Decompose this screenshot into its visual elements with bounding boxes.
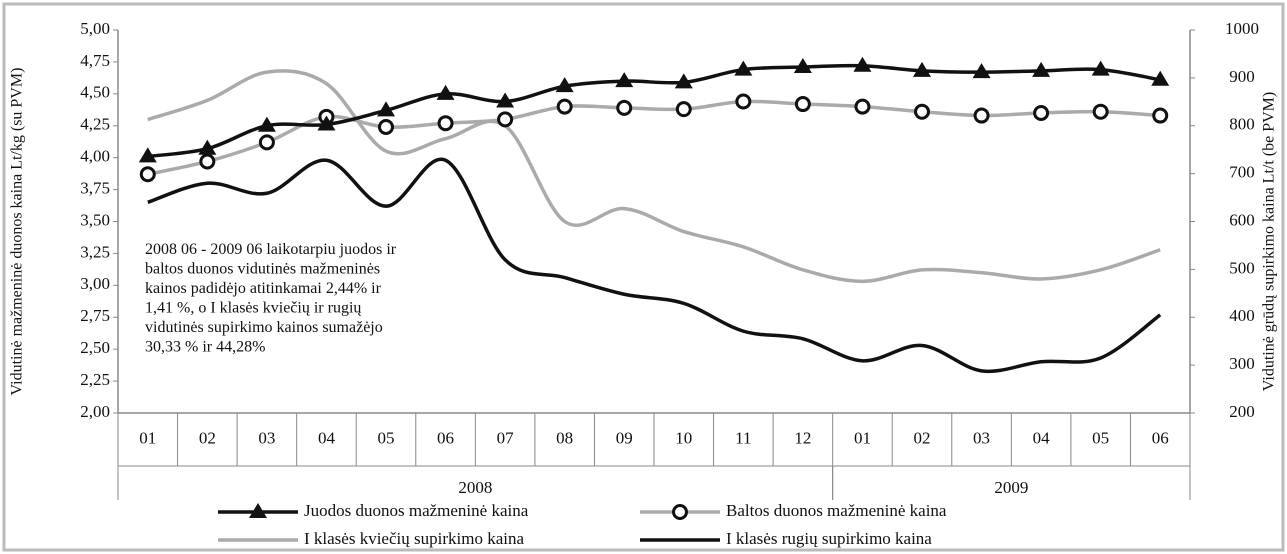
x-tick-label: 03 <box>973 428 990 447</box>
triangle-marker <box>317 115 336 131</box>
triangle-marker <box>1032 61 1051 77</box>
circle-marker <box>1033 104 1050 121</box>
group-label: 2008 <box>458 478 492 497</box>
legend-marker <box>672 504 688 520</box>
y-tick-label: 3,50 <box>80 210 110 229</box>
annotation-line: baltos duonos vidutinės mažmeninės <box>145 260 380 277</box>
x-tick-label: 05 <box>1092 428 1109 447</box>
triangle-marker <box>972 63 991 79</box>
circle-marker <box>735 93 752 110</box>
triangle-marker <box>1091 60 1110 76</box>
annotation-line: 2008 06 - 2009 06 laikotarpiu juodos ir <box>145 241 397 258</box>
circle-marker <box>1152 107 1169 124</box>
y-tick-label: 2,25 <box>80 370 110 389</box>
x-tick-label: 04 <box>318 428 336 447</box>
circle-marker <box>973 107 990 124</box>
y2-tick-label: 700 <box>1229 163 1255 182</box>
legend-marker <box>249 503 267 518</box>
legend-label: Baltos duonos mažmeninė kaina <box>726 501 947 520</box>
triangle-marker <box>615 72 634 88</box>
legend-label: I klasės rugių supirkimo kaina <box>726 529 932 548</box>
triangle-marker <box>1151 70 1170 86</box>
circle-marker <box>437 115 454 132</box>
x-tick-label: 06 <box>1152 428 1169 447</box>
y2-tick-label: 1000 <box>1225 19 1259 38</box>
x-tick-label: 06 <box>437 428 454 447</box>
triangle-marker <box>257 116 276 132</box>
y-axis-label: Vidutinė mažmeninė duonos kaina Lt/kg (s… <box>9 68 26 396</box>
x-tick-label: 04 <box>1033 428 1051 447</box>
legend-label: Juodos duonos mažmeninė kaina <box>304 501 529 520</box>
series-line <box>147 157 1162 374</box>
y-tick-label: 2,50 <box>80 338 110 357</box>
triangle-marker <box>913 61 931 77</box>
x-tick-label: 07 <box>497 428 515 447</box>
x-tick-label: 12 <box>794 428 811 447</box>
circle-marker <box>497 111 514 128</box>
y2-tick-label: 900 <box>1229 67 1255 86</box>
circle-marker <box>556 98 573 115</box>
series-line <box>147 69 1161 284</box>
triangle-marker <box>734 60 753 76</box>
x-tick-label: 08 <box>556 428 573 447</box>
triangle-marker <box>496 92 515 108</box>
y2-tick-label: 200 <box>1229 402 1255 421</box>
legend-label: I klasės kviečių supirkimo kaina <box>304 529 524 548</box>
y-tick-label: 2,00 <box>80 402 110 421</box>
x-tick-label: 01 <box>854 428 871 447</box>
x-tick-label: 01 <box>139 428 156 447</box>
circle-marker <box>378 119 394 136</box>
circle-marker <box>854 98 871 115</box>
circle-marker <box>1092 103 1109 120</box>
annotation-line: 1,41 %, o I klasės kviečių ir rugių <box>145 299 362 316</box>
triangle-marker <box>198 139 217 155</box>
group-label: 2009 <box>994 478 1028 497</box>
circle-marker <box>794 96 811 113</box>
series-line <box>147 63 1161 159</box>
annotation-line: 30,33 % ir 44,28% <box>145 338 265 355</box>
y2-tick-label: 800 <box>1229 115 1255 134</box>
triangle-marker <box>853 56 872 72</box>
y-tick-label: 4,50 <box>80 83 110 102</box>
x-tick-label: 03 <box>258 428 275 447</box>
annotation: 2008 06 - 2009 06 laikotarpiu juodos ir b… <box>145 241 397 356</box>
y2-tick-label: 400 <box>1229 306 1255 325</box>
circle-marker <box>199 153 216 170</box>
triangle-marker <box>377 101 395 117</box>
y-tick-label: 4,00 <box>80 147 110 166</box>
triangle-marker <box>436 84 455 100</box>
x-tick-label: 09 <box>616 428 633 447</box>
y2-tick-label: 300 <box>1229 354 1255 373</box>
x-tick-label: 10 <box>675 428 692 447</box>
triangle-marker <box>674 73 693 89</box>
circle-marker <box>139 166 156 183</box>
y-tick-label: 3,00 <box>80 274 110 293</box>
series-line <box>147 99 1161 176</box>
x-tick-label: 02 <box>914 428 931 447</box>
circle-marker <box>616 99 633 116</box>
circle-marker <box>258 134 275 151</box>
y-tick-label: 5,00 <box>80 19 110 38</box>
triangle-marker <box>138 147 157 163</box>
triangle-marker <box>793 58 812 74</box>
y2-axis-label: Vidutinė grūdų supirkimo kaina Lt/t (be … <box>1261 92 1278 391</box>
circle-marker <box>914 103 930 120</box>
x-tick-label: 11 <box>735 428 751 447</box>
annotation-line: kainos padidėjo atitinkamai 2,44% ir <box>145 280 382 297</box>
y2-tick-label: 600 <box>1229 210 1255 229</box>
x-tick-label: 05 <box>378 428 395 447</box>
y-tick-label: 4,25 <box>80 115 110 134</box>
triangle-marker <box>555 77 574 93</box>
y-tick-label: 2,75 <box>80 306 110 325</box>
y-tick-label: 3,75 <box>80 178 110 197</box>
x-tick-label: 02 <box>199 428 216 447</box>
circle-marker <box>675 101 692 118</box>
y2-tick-label: 500 <box>1229 258 1255 277</box>
y-tick-label: 4,75 <box>80 51 110 70</box>
y-tick-label: 3,25 <box>80 242 110 261</box>
annotation-line: vidutinės supirkimo kainos sumažėjo <box>145 319 383 336</box>
